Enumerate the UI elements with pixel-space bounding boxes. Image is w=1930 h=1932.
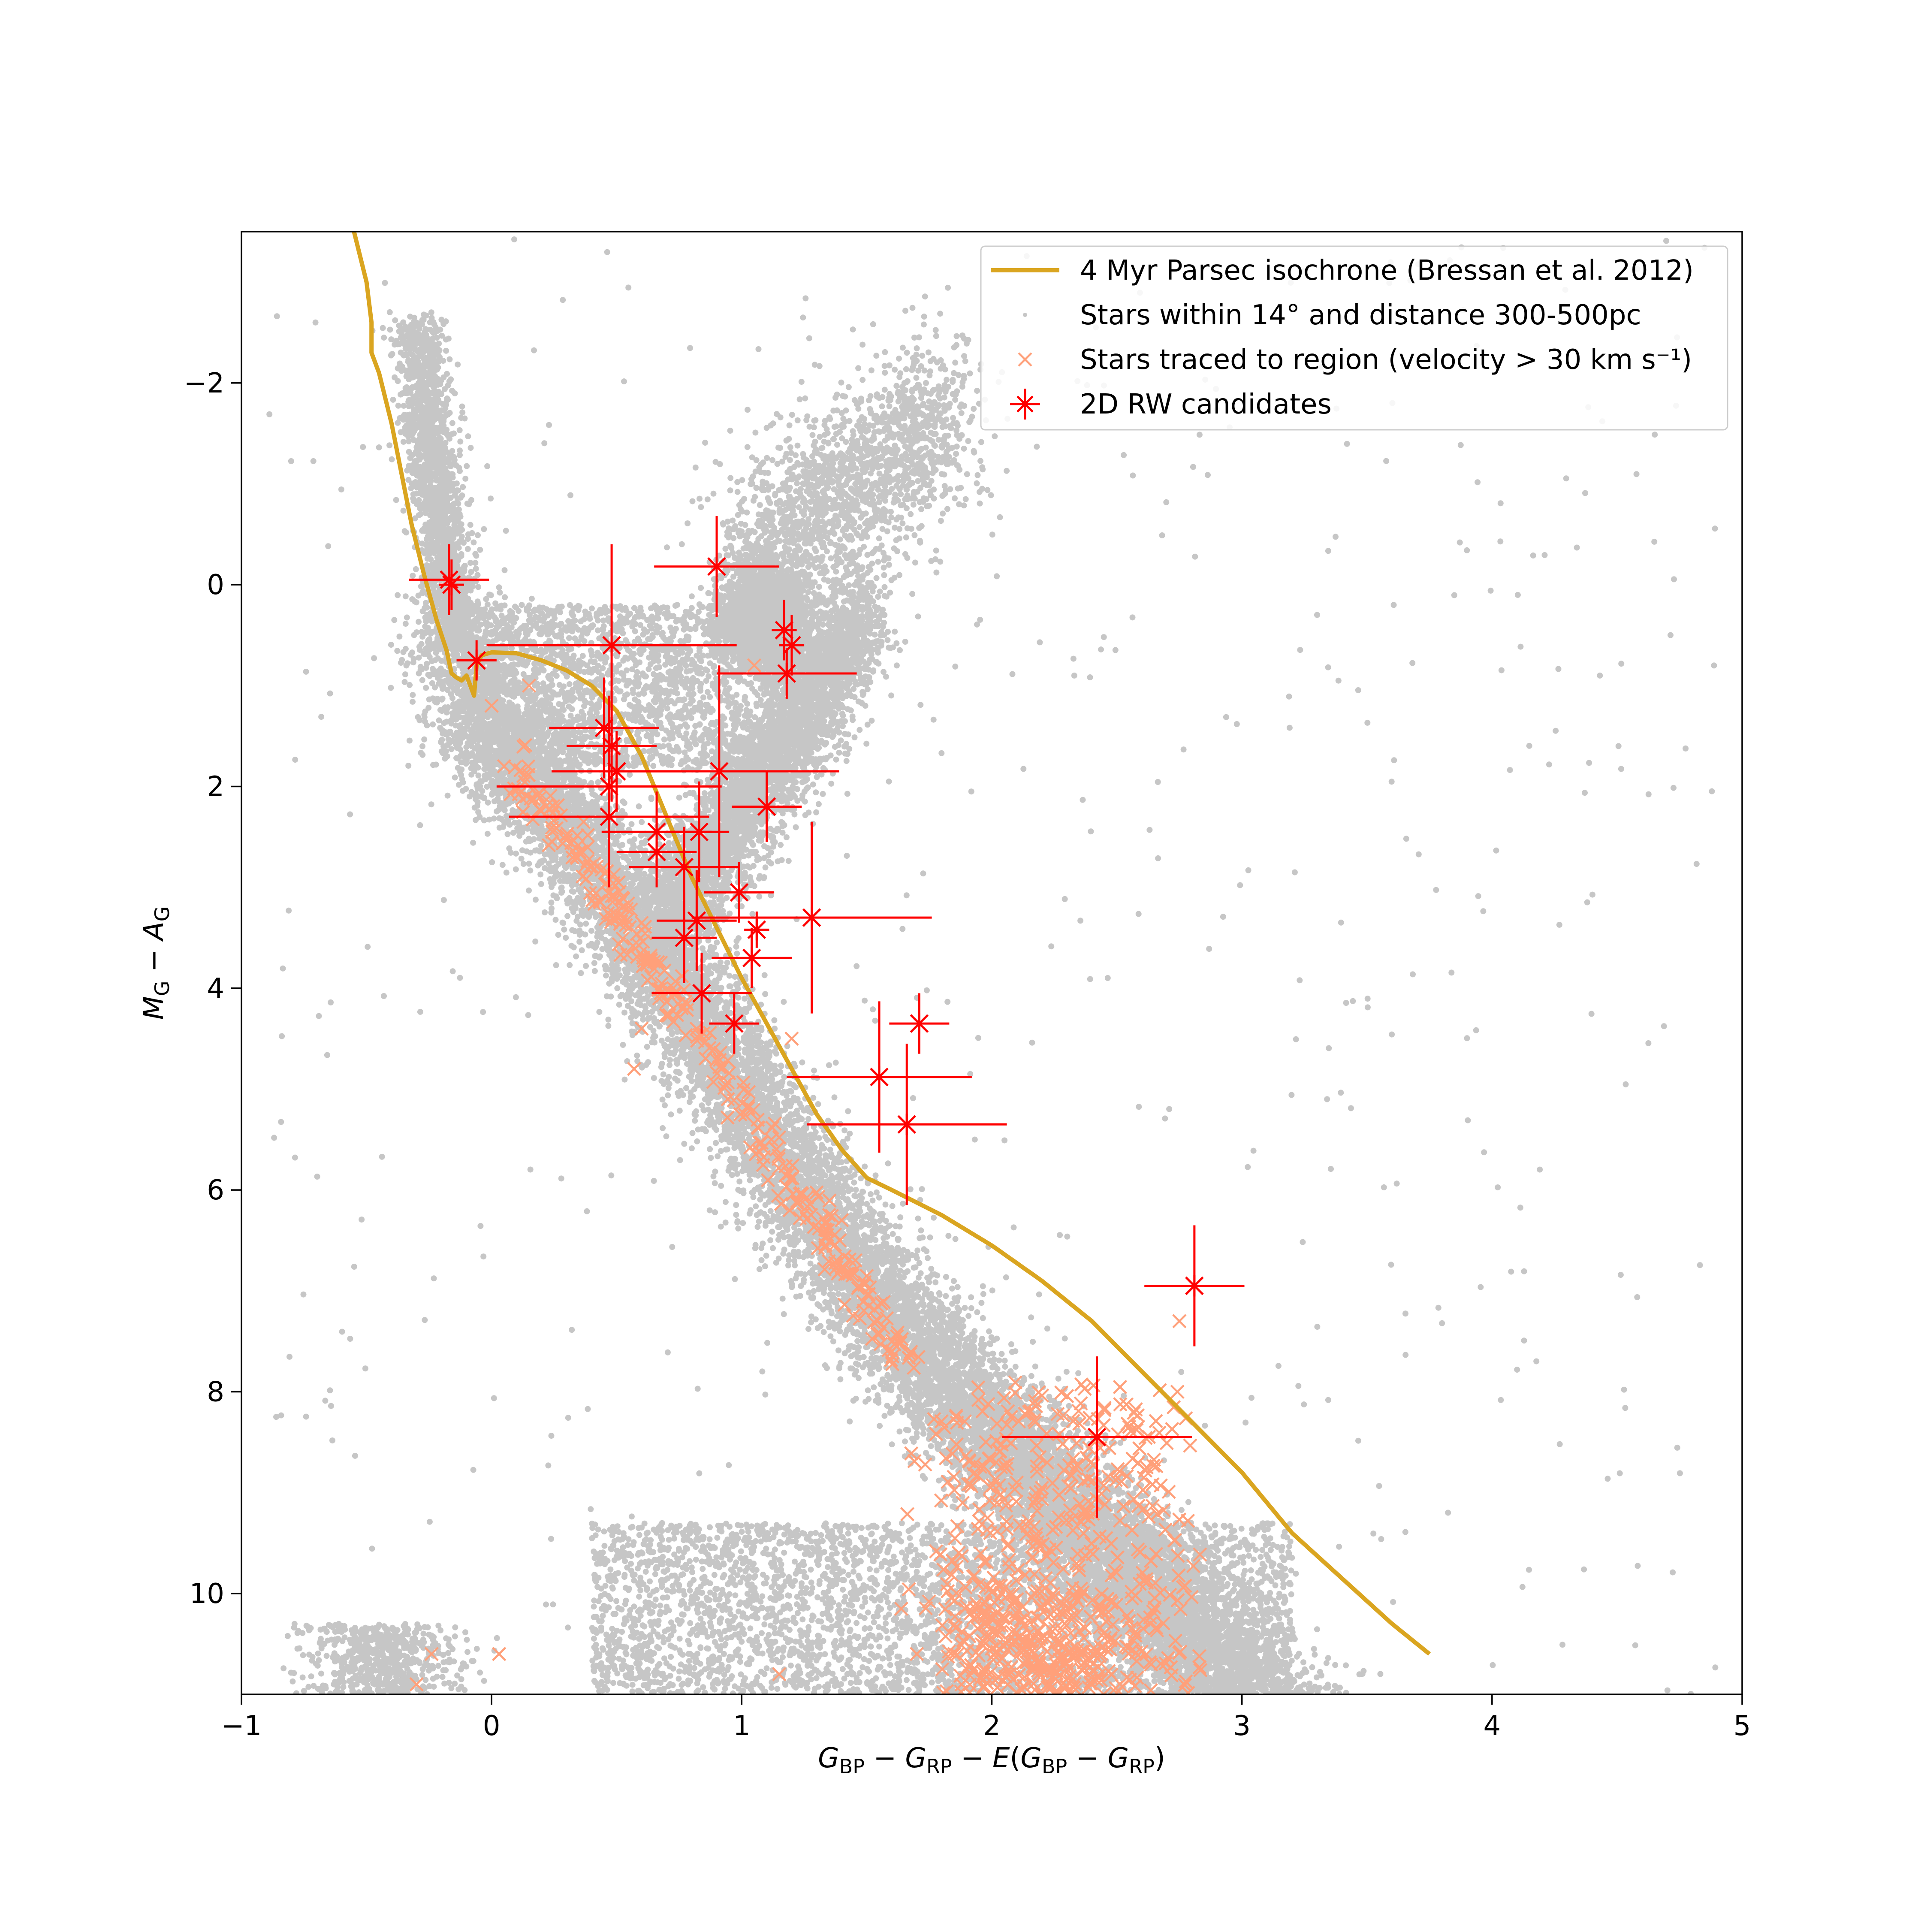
label-part: G (151, 906, 174, 922)
legend-label: Stars traced to region (velocity > 30 km… (1080, 344, 1692, 376)
label-part: G (818, 1742, 839, 1774)
label-part: BP (839, 1755, 865, 1778)
y-tick-label: 6 (207, 1174, 224, 1206)
y-tick-label: 10 (190, 1578, 224, 1610)
y-tick-label: −2 (184, 368, 224, 399)
legend-label: 4 Myr Parsec isochrone (Bressan et al. 2… (1080, 255, 1694, 287)
label-part: G (1108, 1742, 1129, 1774)
label-part: − (1067, 1742, 1107, 1774)
label-part: M (138, 996, 170, 1020)
label-part: A (138, 921, 170, 942)
y-axis-label: MG − AG (138, 906, 174, 1020)
label-part: E (992, 1742, 1010, 1774)
legend: 4 Myr Parsec isochrone (Bressan et al. 2… (981, 246, 1728, 430)
legend-item-1: Stars within 14° and distance 300-500pc (1023, 299, 1641, 331)
y-tick-label: 2 (207, 771, 224, 803)
x-tick-label: 5 (1734, 1710, 1751, 1742)
label-part: ) (1155, 1742, 1165, 1774)
label-part: G (905, 1742, 926, 1774)
y-tick-label: 4 (207, 973, 224, 1005)
label-part: G (151, 981, 174, 996)
legend-dot-swatch (1023, 313, 1027, 317)
label-part: − (952, 1742, 992, 1774)
label-part: ( (1010, 1742, 1020, 1774)
x-tick-label: 1 (733, 1710, 751, 1742)
legend-label: Stars within 14° and distance 300-500pc (1080, 299, 1641, 331)
label-part: − (865, 1742, 905, 1774)
legend-item-2: Stars traced to region (velocity > 30 km… (1019, 344, 1692, 376)
legend-label: 2D RW candidates (1080, 389, 1332, 420)
y-tick-label: 0 (207, 569, 224, 601)
label-part: RP (1129, 1755, 1155, 1778)
x-tick-label: 4 (1483, 1710, 1501, 1742)
label-part: BP (1042, 1755, 1067, 1778)
x-tick-label: 2 (983, 1710, 1001, 1742)
x-tick-label: 0 (483, 1710, 501, 1742)
legend-item-0: 4 Myr Parsec isochrone (Bressan et al. 2… (991, 255, 1694, 287)
x-tick-label: −1 (221, 1710, 262, 1742)
x-axis-label: GBP − GRP − E(GBP − GRP) (818, 1742, 1165, 1778)
x-tick-label: 3 (1233, 1710, 1251, 1742)
y-tick-label: 8 (207, 1376, 224, 1408)
label-part: G (1020, 1742, 1042, 1774)
label-part: − (138, 940, 170, 981)
label-part: RP (926, 1755, 952, 1778)
